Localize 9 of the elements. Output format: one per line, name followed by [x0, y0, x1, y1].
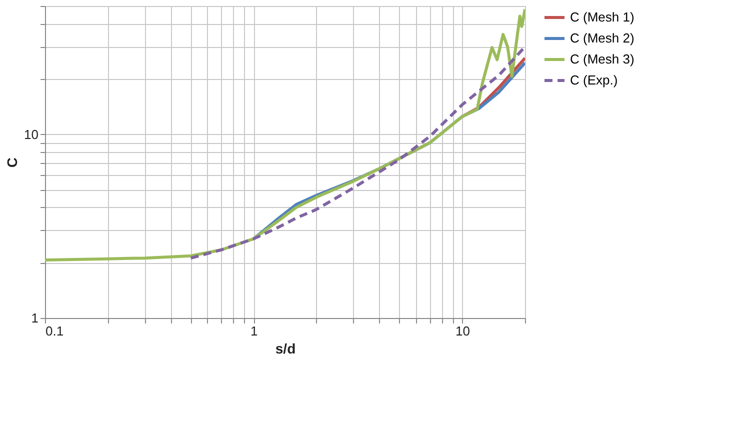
x-tick-label: 10	[455, 324, 470, 338]
x-tick-label: 0.1	[46, 324, 64, 338]
y-axis-title: C	[4, 157, 20, 168]
legend-label: C (Mesh 3)	[570, 52, 634, 66]
legend-label: C (Exp.)	[570, 72, 618, 88]
legend-label: C (Mesh 2)	[570, 30, 634, 46]
x-axis-title: s/d	[275, 340, 296, 356]
legend-label: C (Mesh 1)	[570, 10, 634, 24]
x-tick-label: 1	[250, 324, 258, 338]
